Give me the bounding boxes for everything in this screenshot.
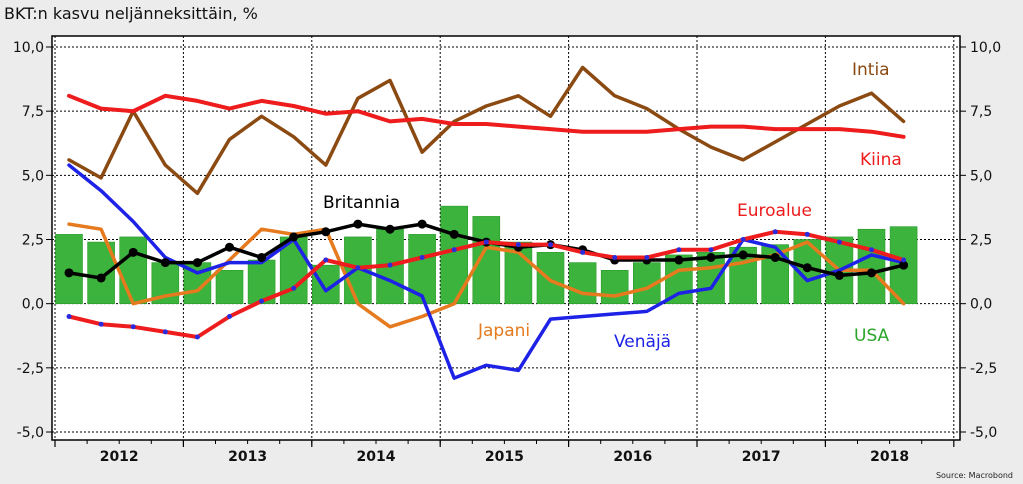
marker-euroalue [580,249,586,255]
marker-britannia [321,227,331,237]
marker-britannia [674,255,684,265]
marker-britannia [225,242,234,252]
x-tick-label: 2017 [742,449,781,465]
y-tick-label-right: 7,5 [970,104,992,120]
marker-euroalue [740,237,746,242]
marker-britannia [834,270,844,280]
marker-euroalue [515,242,521,248]
marker-euroalue [451,247,457,253]
series-label-kiina: Kiina [860,150,902,170]
chart-title: BKT:n kasvu neljänneksittäin, % [4,4,258,23]
marker-euroalue [676,247,682,253]
line-intia [67,65,906,196]
marker-euroalue [194,334,200,340]
y-tick-label-left: 10,0 [13,40,44,56]
marker-britannia [192,258,202,268]
marker-euroalue [323,257,329,263]
marker-britannia [385,224,395,234]
marker-britannia [257,252,267,262]
bar-usa [536,252,565,304]
marker-euroalue [227,314,232,319]
x-tick-label: 2015 [485,449,524,465]
marker-britannia [899,260,909,270]
marker-britannia [417,219,427,229]
series-label-venj: Venäjä [614,332,671,352]
y-tick-label-left: -2,5 [17,361,44,377]
marker-britannia [289,232,299,242]
bar-usa [857,228,886,304]
marker-euroalue [804,231,810,237]
y-tick-label-left: 0,0 [22,297,44,313]
marker-britannia [867,268,876,278]
marker-euroalue [483,239,489,245]
y-tick-label-right: -5,0 [970,425,997,441]
marker-britannia [738,250,748,260]
y-tick-label-right: 2,5 [970,233,992,249]
bar-usa [472,216,501,304]
series-label-euroalue: Euroalue [737,201,812,221]
marker-britannia [353,219,363,229]
marker-euroalue [355,265,361,271]
line-venj [67,163,906,380]
marker-euroalue [548,242,553,248]
x-tick-label: 2012 [100,449,139,465]
bar-usa [119,236,147,304]
bar-usa [215,269,244,304]
source-note: Source: Macrobond [935,471,1013,480]
marker-euroalue [901,257,907,263]
marker-euroalue [162,329,168,335]
marker-euroalue [98,321,104,327]
y-tick-label-right: 10,0 [970,40,1001,56]
bar-usa [568,262,597,304]
x-tick-label: 2014 [357,449,396,465]
series-label-japani: Japani [477,321,530,341]
marker-euroalue [644,254,650,260]
marker-britannia [770,252,780,262]
y-tick-label-left: 2,5 [22,233,44,249]
line-kiina [67,93,906,139]
marker-euroalue [387,262,393,268]
marker-britannia [160,258,170,268]
marker-euroalue [708,247,714,253]
series-label-intia: Intia [852,60,890,80]
marker-euroalue [419,254,425,260]
y-tick-label-left: -5,0 [17,425,44,441]
marker-britannia [96,273,106,283]
marker-euroalue [259,298,265,304]
y-tick-label-left: 7,5 [22,104,44,120]
marker-britannia [706,252,716,262]
x-tick-label: 2013 [228,449,267,465]
series-label-britannia: Britannia [323,193,400,213]
marker-euroalue [130,324,136,330]
bar-usa [600,269,629,304]
marker-britannia [128,247,138,257]
x-tick-label: 2018 [870,449,909,465]
series-label-usa: USA [854,326,890,346]
marker-britannia [64,268,74,278]
marker-euroalue [291,285,297,291]
marker-euroalue [772,229,778,235]
y-tick-label-right: -2,5 [970,361,997,377]
marker-euroalue [869,247,874,253]
x-tick-label: 2016 [613,449,652,465]
y-tick-label-left: 5,0 [22,168,44,184]
marker-euroalue [66,314,72,319]
marker-euroalue [612,254,618,260]
marker-britannia [802,263,812,273]
marker-britannia [449,229,459,239]
bar-usa [889,226,918,304]
y-tick-label-right: 5,0 [970,168,992,184]
y-tick-label-right: 0,0 [970,297,992,313]
marker-euroalue [836,239,842,245]
